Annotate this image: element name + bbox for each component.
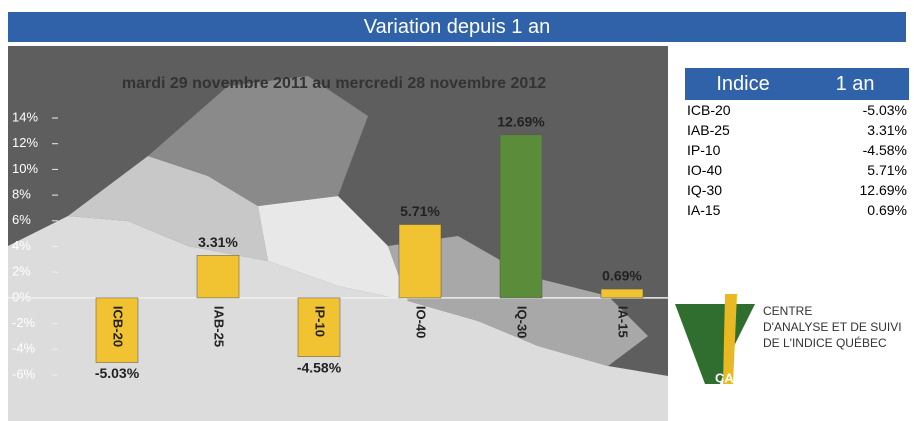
bar	[196, 255, 240, 299]
table-row: IAB-25 3.31%	[685, 120, 909, 140]
map-region	[68, 156, 268, 261]
category-label: ICB-20	[111, 306, 126, 347]
table-cell: IP-10	[687, 142, 721, 158]
chart-subtitle: mardi 29 novembre 2011 au mercredi 28 no…	[122, 75, 546, 92]
value-label: 3.31%	[198, 234, 238, 250]
map-region	[258, 196, 408, 301]
y-tick-label: -4%	[12, 341, 36, 356]
table-cell: ICB-20	[687, 102, 731, 118]
table-cell: IQ-30	[687, 182, 723, 198]
y-tick-label: 14%	[12, 109, 38, 124]
table-cell: IA-15	[687, 202, 721, 218]
y-tick-label: -2%	[12, 315, 36, 330]
column-header: Indice	[685, 68, 802, 100]
value-label: 12.69%	[497, 114, 545, 130]
bar	[297, 297, 341, 358]
value-label: 5.71%	[400, 203, 440, 219]
table-row: IP-10 -4.58%	[685, 140, 909, 160]
logo-text: DE L'INDICE QUÉBEC	[763, 335, 887, 350]
y-tick-label: 8%	[12, 187, 31, 202]
y-tick-label: 10%	[12, 161, 38, 176]
category-label: IA-15	[616, 306, 631, 338]
bar	[499, 134, 543, 299]
y-tick-label: -6%	[12, 366, 36, 381]
table-cell: IO-40	[687, 162, 723, 178]
map-region	[148, 76, 368, 206]
category-label: IO-40	[414, 306, 429, 339]
table-body: ICB-20 -5.03% IAB-25 3.31% IP-10 -4.58% IO-40 5…	[685, 100, 909, 220]
chart: mardi 29 novembre 2011 au mercredi 28 no…	[8, 46, 668, 421]
table-cell: 5.71%	[867, 162, 907, 178]
logo-text: CENTRE	[763, 304, 812, 318]
logo-mark: CASIQ	[715, 370, 756, 385]
value-label: -5.03%	[95, 365, 140, 381]
table-header: Indice 1 an	[685, 68, 909, 100]
logo-text: D'ANALYSE ET DE SUIVI	[763, 320, 902, 334]
category-label: IP-10	[313, 306, 328, 337]
y-tick-label: 0%	[12, 289, 31, 304]
banner-title: Variation depuis 1 an	[8, 12, 906, 42]
category-label: IAB-25	[212, 306, 227, 347]
map-region	[388, 236, 648, 366]
index-table: Indice 1 an ICB-20 -5.03% IAB-25 3.31% IP-10 -…	[685, 68, 909, 220]
category-label: IQ-30	[515, 306, 530, 339]
y-tick-label: 12%	[12, 135, 38, 150]
logo-shape	[723, 294, 737, 384]
table-cell: -5.03%	[862, 102, 907, 118]
table-row: IA-15 0.69%	[685, 200, 909, 220]
table-cell: -4.58%	[862, 142, 907, 158]
table-row: IO-40 5.71%	[685, 160, 909, 180]
value-label: -4.58%	[297, 359, 342, 375]
bar	[600, 288, 644, 299]
table-cell: IAB-25	[687, 122, 730, 138]
column-header: 1 an	[801, 68, 909, 100]
table-cell: 0.69%	[867, 202, 907, 218]
table-cell: 12.69%	[859, 182, 907, 198]
y-tick-label: 6%	[12, 212, 31, 227]
y-tick-label: 4%	[12, 238, 31, 253]
table-cell: 3.31%	[867, 122, 907, 138]
table-row: IQ-30 12.69%	[685, 180, 909, 200]
y-tick-label: 2%	[12, 264, 31, 279]
table-row: ICB-20 -5.03%	[685, 100, 909, 120]
bar	[95, 297, 139, 363]
bar	[398, 224, 442, 299]
value-label: 0.69%	[602, 268, 642, 284]
